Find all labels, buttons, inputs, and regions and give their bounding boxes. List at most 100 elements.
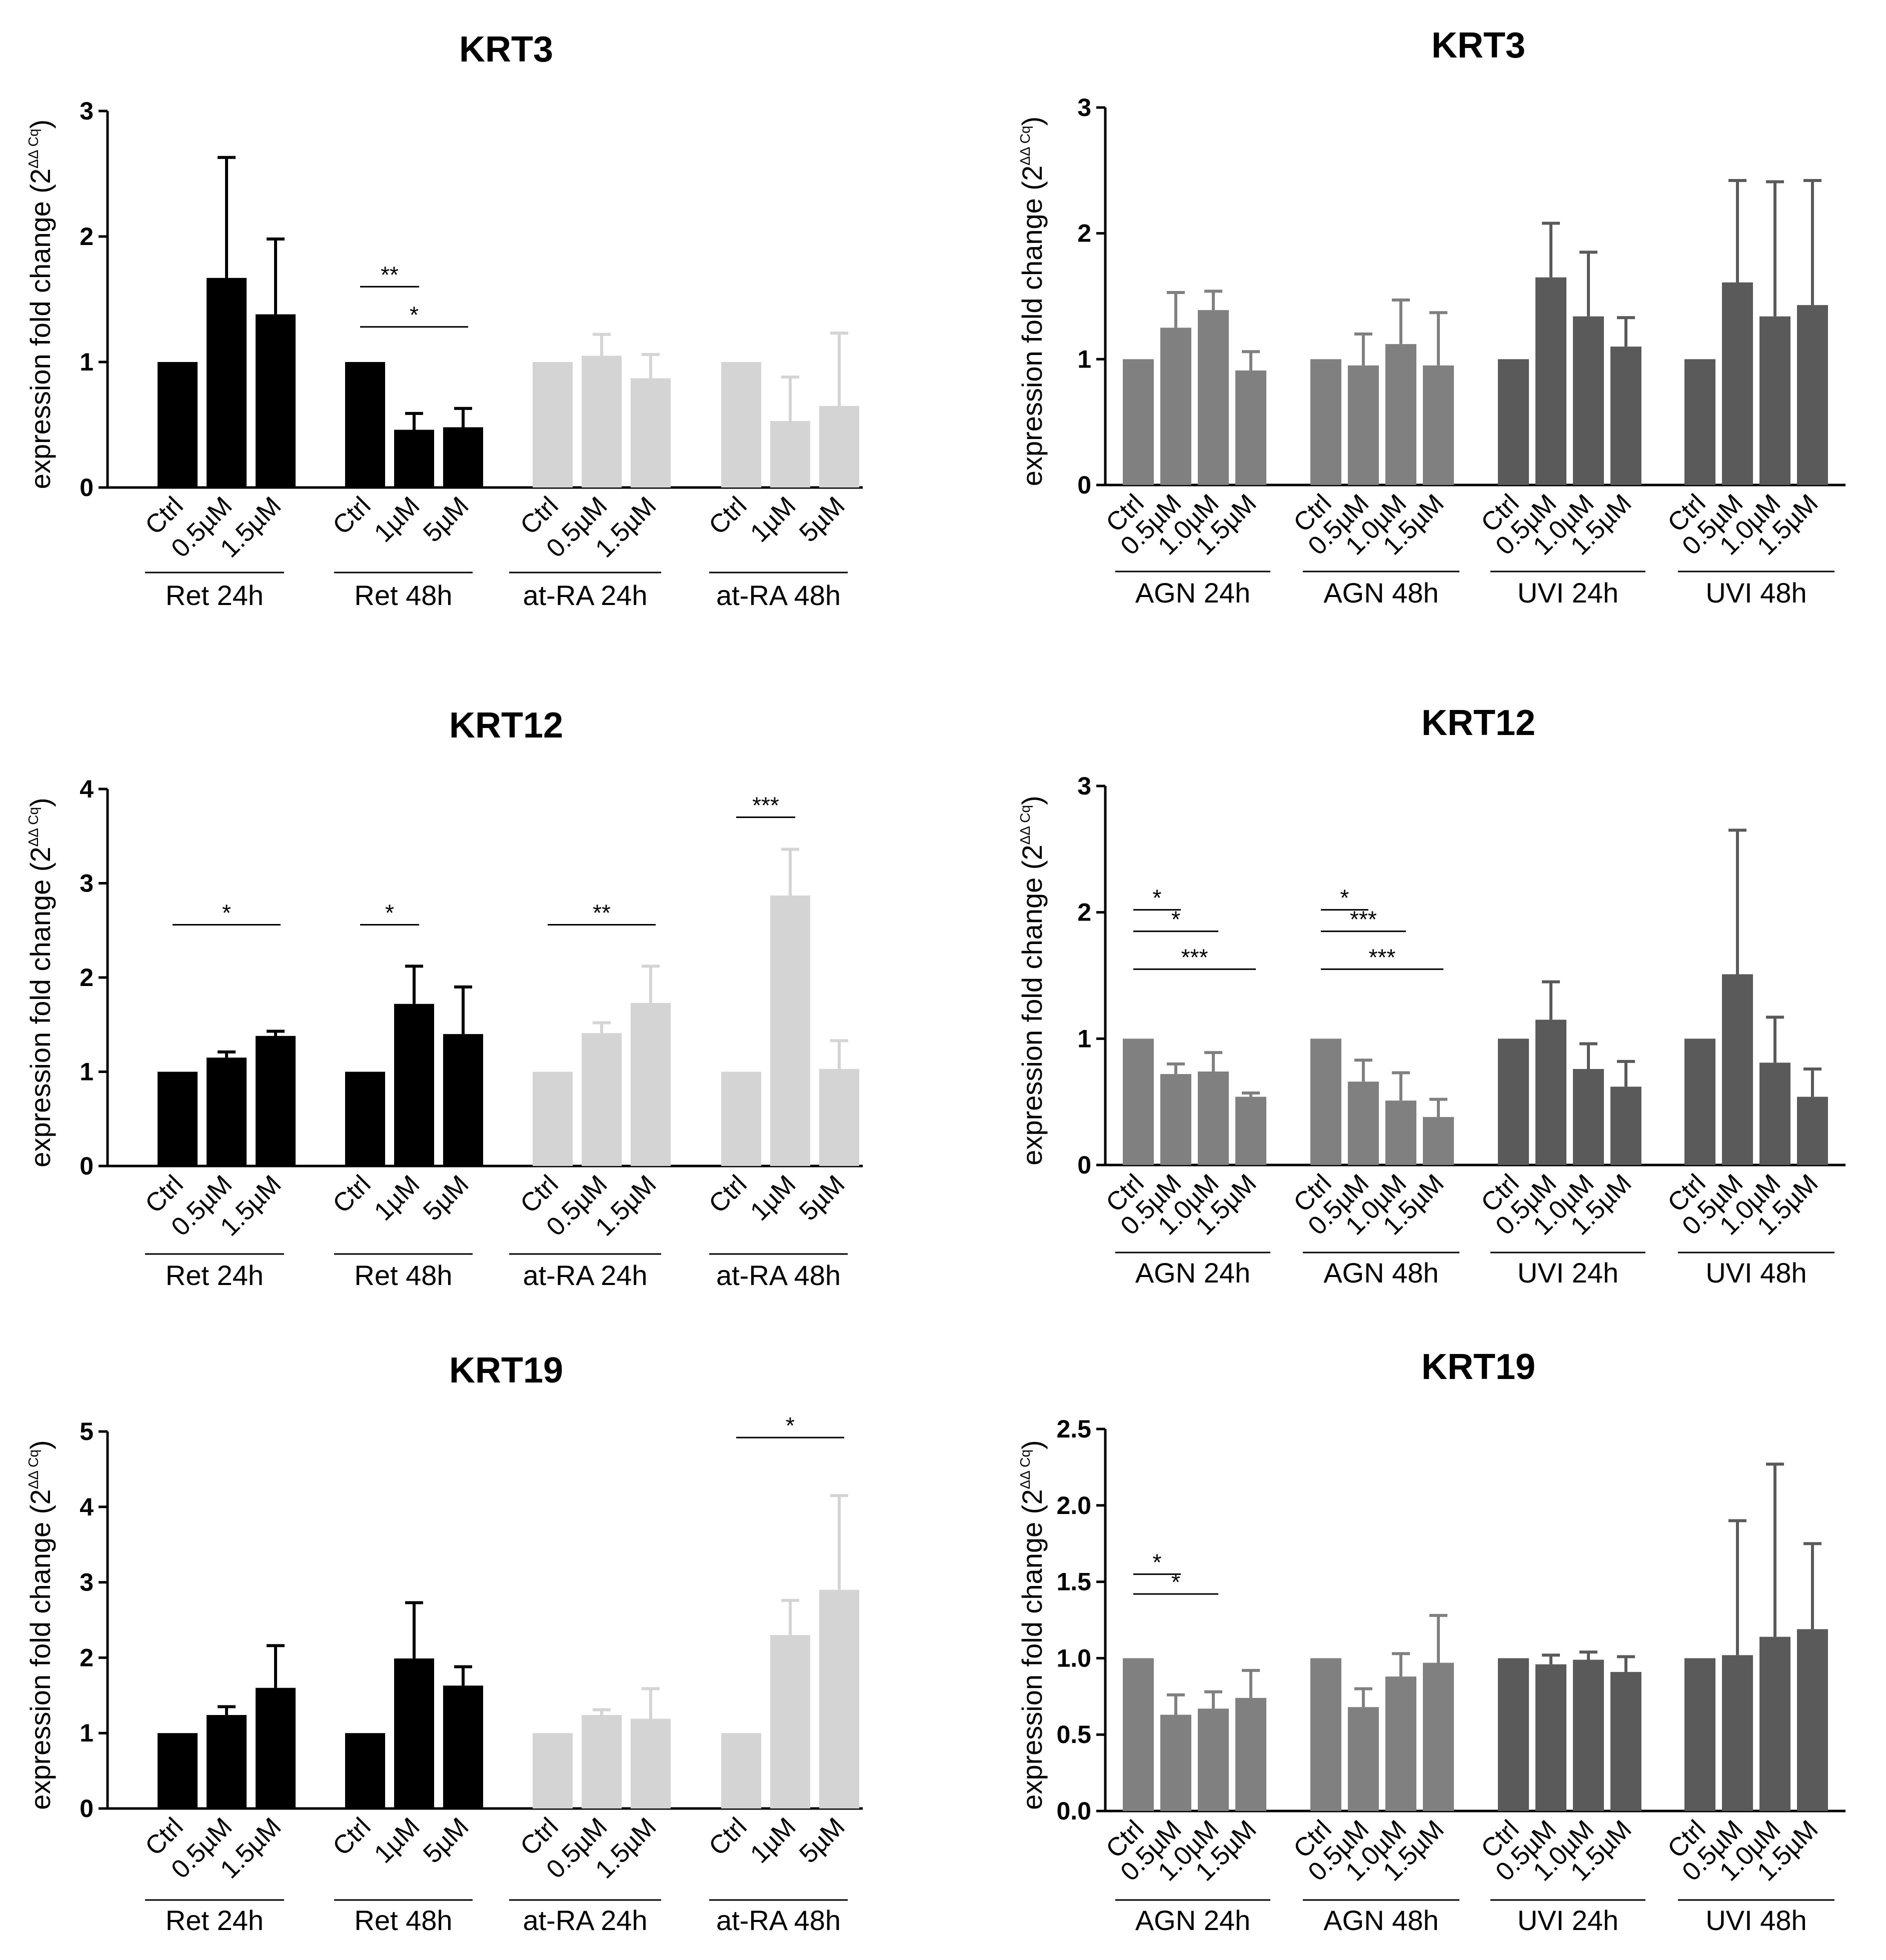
- group-label: AGN 48h: [1323, 1904, 1438, 1936]
- y-tick-label: 0.0: [1056, 1797, 1091, 1825]
- x-tick-label: Ctrl: [327, 1170, 376, 1218]
- group-label: UVI 48h: [1705, 577, 1806, 608]
- significance-label: *: [385, 900, 394, 926]
- group-label: at-RA 48h: [716, 580, 841, 611]
- significance-label: ***: [752, 792, 779, 818]
- bar: [631, 1718, 671, 1808]
- bar: [443, 1034, 483, 1166]
- bar: [1385, 1100, 1416, 1165]
- bar: [1423, 1662, 1454, 1811]
- bar: [1759, 1062, 1790, 1165]
- group-label: at-RA 24h: [523, 580, 647, 611]
- y-axis-label-superscript: ΔΔ Cq: [26, 1450, 41, 1489]
- y-tick-label: 1.5: [1056, 1568, 1091, 1596]
- bar: [1684, 1658, 1715, 1811]
- y-tick-label: 0: [80, 1152, 94, 1180]
- bar: [1348, 1082, 1379, 1165]
- chart-panel: KRT12 expression fold change (2ΔΔ Cq) 0 1 2 3…: [25, 706, 863, 1291]
- group-label: UVI 24h: [1517, 1257, 1618, 1288]
- bar: [345, 1072, 385, 1166]
- bar: [1235, 1698, 1266, 1811]
- group-label: AGN 48h: [1323, 577, 1438, 608]
- bar: [1535, 1664, 1566, 1811]
- y-tick-label: 2.5: [1056, 1415, 1091, 1443]
- bar: [1123, 1038, 1154, 1165]
- significance-label: *: [1153, 885, 1162, 911]
- bar: [256, 314, 296, 488]
- y-tick-label: 1: [1077, 1024, 1091, 1052]
- y-axis-label-superscript: ΔΔ Cq: [1017, 1450, 1033, 1489]
- x-tick-label: 5µM: [794, 1812, 850, 1868]
- group-label: at-RA 24h: [523, 1904, 647, 1936]
- bar: [1348, 365, 1379, 485]
- y-tick-label: 0.5: [1056, 1720, 1091, 1748]
- significance-label: *: [786, 1412, 795, 1438]
- y-axis-label-close: ): [1016, 796, 1048, 805]
- bar: [158, 362, 198, 488]
- bar: [1160, 328, 1191, 485]
- bar: [1759, 1636, 1790, 1811]
- bar: [1123, 359, 1154, 485]
- bar: [1498, 1658, 1529, 1811]
- group-label: AGN 24h: [1135, 577, 1250, 608]
- bar: [770, 896, 810, 1166]
- chart-title: KRT3: [1431, 26, 1525, 66]
- x-tick-label: 5µM: [794, 491, 850, 548]
- group-label: UVI 48h: [1705, 1904, 1806, 1936]
- y-axis-label: expression fold change (2ΔΔ Cq): [1016, 116, 1048, 486]
- bar: [1423, 1116, 1454, 1165]
- y-axis-label-close: ): [25, 120, 56, 129]
- significance-label: ***: [1181, 944, 1208, 970]
- bar: [1385, 1676, 1416, 1811]
- y-axis-label-close: ): [25, 798, 56, 807]
- bar: [533, 362, 573, 488]
- x-tick-label: Ctrl: [327, 491, 376, 540]
- y-tick-label: 1: [80, 1719, 94, 1747]
- significance-label: *: [410, 302, 419, 328]
- bar: [1310, 359, 1341, 485]
- y-axis-label-close: ): [1016, 116, 1048, 126]
- x-tick-label: 5µM: [418, 1170, 474, 1226]
- group-label: Ret 48h: [354, 580, 452, 611]
- bar: [394, 1004, 434, 1166]
- bar: [1573, 316, 1604, 485]
- significance-label: *: [1171, 906, 1180, 932]
- bar: [1797, 1096, 1828, 1165]
- group-label: Ret 48h: [354, 1904, 452, 1936]
- significance-label: **: [593, 900, 611, 926]
- y-tick-label: 2.0: [1056, 1492, 1091, 1520]
- bar: [1759, 316, 1790, 485]
- bar: [256, 1688, 296, 1808]
- bar: [345, 362, 385, 488]
- x-tick-label: Ctrl: [703, 1170, 752, 1218]
- y-tick-label: 3: [80, 97, 94, 125]
- bar: [1722, 282, 1753, 485]
- group-label: AGN 24h: [1135, 1904, 1250, 1936]
- bar: [1160, 1714, 1191, 1811]
- y-tick-label: 0: [80, 474, 94, 502]
- bar: [1385, 344, 1416, 485]
- bar: [1198, 1072, 1229, 1165]
- chart-panel: KRT19 expression fold change (2ΔΔ Cq) 0.0 0…: [1016, 1347, 1845, 1936]
- x-tick-label: 1µM: [369, 491, 425, 548]
- y-axis-label: expression fold change (2ΔΔ Cq): [25, 798, 56, 1167]
- bar: [631, 378, 671, 488]
- significance-label: ***: [1350, 906, 1377, 932]
- bar: [533, 1733, 573, 1808]
- y-tick-label: 3: [80, 1568, 94, 1596]
- bar: [1310, 1038, 1341, 1165]
- bar: [770, 1635, 810, 1808]
- bar: [394, 1658, 434, 1808]
- x-tick-label: 1µM: [745, 1170, 801, 1226]
- bar: [582, 1715, 622, 1808]
- bar: [819, 406, 859, 488]
- bar: [1310, 1658, 1341, 1811]
- bar: [1198, 1708, 1229, 1811]
- bar: [1535, 277, 1566, 485]
- bar: [1610, 346, 1641, 485]
- y-tick-label: 2: [1077, 220, 1091, 248]
- significance-label: **: [381, 262, 399, 288]
- bar: [158, 1733, 198, 1808]
- y-tick-label: 5: [80, 1418, 94, 1446]
- y-axis-label-superscript: ΔΔ Cq: [26, 807, 41, 846]
